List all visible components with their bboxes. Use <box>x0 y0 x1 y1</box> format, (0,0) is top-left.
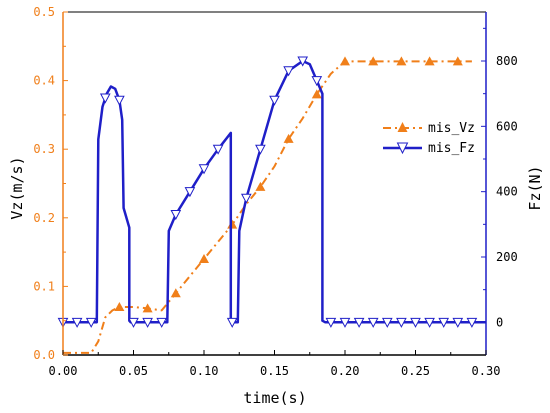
legend-label-fz: mis_Fz <box>428 141 475 156</box>
data-point-mis-vz <box>368 56 379 66</box>
data-point-mis-vz <box>170 288 181 298</box>
data-point-mis-fz <box>367 317 379 328</box>
data-point-mis-fz <box>311 76 323 87</box>
x-tick-label: 0.10 <box>190 364 219 378</box>
data-point-mis-vz <box>340 56 350 66</box>
data-point-mis-fz <box>452 317 464 328</box>
right-tick-label: 400 <box>496 185 518 199</box>
legend-marker-vz <box>397 122 408 132</box>
data-point-mis-fz <box>128 317 139 328</box>
right-tick-label: 800 <box>496 54 518 68</box>
data-point-mis-vz <box>114 301 125 311</box>
data-point-mis-vz <box>452 56 463 66</box>
left-tick-label: 0.4 <box>33 74 55 88</box>
left-tick-label: 0.2 <box>33 211 55 225</box>
x-tick-label: 0.15 <box>260 364 289 378</box>
data-point-mis-fz <box>170 210 182 221</box>
legend-label-vz: mis_Vz <box>428 121 475 136</box>
left-tick-label: 0.5 <box>33 5 55 19</box>
left-tick-label: 0.1 <box>33 279 55 293</box>
data-point-mis-fz <box>353 317 365 328</box>
data-point-mis-vz <box>255 181 266 191</box>
data-point-mis-fz <box>396 317 407 328</box>
data-point-mis-fz <box>255 144 266 155</box>
right-tick-label: 200 <box>496 250 518 264</box>
data-point-mis-fz <box>226 317 238 328</box>
data-point-mis-fz <box>198 164 210 175</box>
left-axis-title: Vz(m/s) <box>8 156 26 219</box>
x-tick-label: 0.00 <box>49 364 78 378</box>
data-point-mis-fz <box>381 317 393 328</box>
data-point-mis-fz <box>85 317 97 328</box>
data-point-mis-fz <box>466 317 478 328</box>
data-point-mis-fz <box>142 317 153 328</box>
x-tick-label: 0.20 <box>331 364 360 378</box>
data-point-mis-fz <box>283 66 294 77</box>
legend-marker-fz <box>396 142 409 155</box>
right-tick-label: 600 <box>496 119 518 133</box>
right-tick-label: 0 <box>496 315 503 329</box>
x-axis-title: time(s) <box>243 389 306 407</box>
left-tick-label: 0.3 <box>33 142 55 156</box>
data-point-mis-fz <box>156 317 168 328</box>
data-point-mis-vz <box>396 56 407 66</box>
data-point-mis-fz <box>71 317 83 328</box>
data-point-mis-vz <box>424 56 435 66</box>
right-axis-title: Fz(N) <box>526 165 544 210</box>
data-point-mis-fz <box>410 317 421 328</box>
data-point-mis-fz <box>339 317 351 328</box>
data-point-mis-vz <box>199 253 209 263</box>
data-point-mis-fz <box>297 56 309 67</box>
axes-layer: 0.00 0.05 0.10 0.15 0.20 0.25 0.300.00.10.20.3… <box>33 5 517 378</box>
data-point-mis-vz <box>311 89 322 99</box>
data-point-mis-vz <box>283 133 294 143</box>
x-tick-label: 0.05 <box>119 364 148 378</box>
data-point-mis-fz <box>424 317 435 328</box>
x-tick-label: 0.25 <box>401 364 430 378</box>
data-point-mis-fz <box>114 95 125 106</box>
left-tick-label: 0.0 <box>33 348 55 362</box>
data-point-mis-fz <box>325 317 337 328</box>
data-point-mis-vz <box>227 219 238 229</box>
legend: mis_Vz mis_Fz <box>383 121 475 156</box>
series-layer <box>57 56 486 354</box>
data-point-mis-fz <box>99 93 111 104</box>
data-point-mis-fz <box>184 187 196 198</box>
data-point-mis-vz <box>142 303 153 313</box>
data-point-mis-fz <box>212 144 224 155</box>
x-tick-label: 0.30 <box>472 364 501 378</box>
data-point-mis-fz <box>269 95 280 106</box>
data-point-mis-fz <box>240 193 252 204</box>
data-point-mis-fz <box>438 317 450 328</box>
